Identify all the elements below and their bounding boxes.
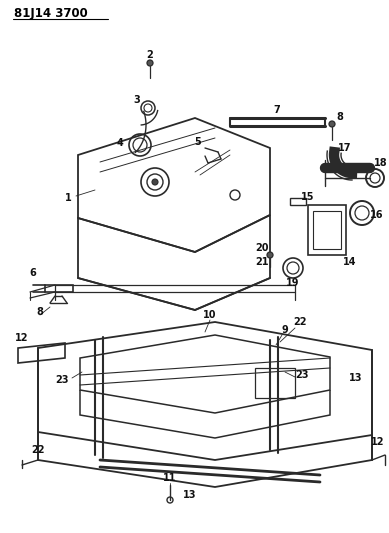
Text: 10: 10: [203, 310, 217, 320]
Circle shape: [329, 121, 335, 127]
Text: 20: 20: [255, 243, 269, 253]
Bar: [290, 198, 306, 205]
Circle shape: [267, 252, 273, 258]
Text: 1: 1: [65, 193, 71, 203]
Text: 5: 5: [194, 137, 202, 147]
Text: 12: 12: [15, 333, 29, 343]
Text: 81J14 3700: 81J14 3700: [14, 7, 88, 20]
Bar: [308, 205, 346, 255]
Text: 7: 7: [273, 105, 280, 115]
Text: 6: 6: [30, 268, 37, 278]
Text: 15: 15: [301, 192, 315, 202]
Text: 8: 8: [336, 112, 343, 122]
Bar: [255, 368, 295, 398]
Text: 13: 13: [349, 373, 363, 383]
Text: 22: 22: [31, 445, 45, 455]
Text: 21: 21: [255, 257, 269, 267]
Circle shape: [147, 60, 153, 66]
Text: 16: 16: [370, 210, 384, 220]
Text: 4: 4: [117, 138, 123, 148]
Text: 22: 22: [293, 317, 307, 327]
Bar: [313, 211, 341, 249]
Text: 11: 11: [163, 473, 177, 483]
Text: 3: 3: [134, 95, 140, 105]
Bar: [45, 285, 73, 292]
Text: 18: 18: [374, 158, 388, 168]
Text: 2: 2: [147, 50, 153, 60]
Text: 19: 19: [286, 278, 300, 288]
Text: 23: 23: [55, 375, 69, 385]
Text: 12: 12: [371, 437, 385, 447]
Circle shape: [152, 179, 158, 185]
Text: 8: 8: [37, 307, 44, 317]
Text: 23: 23: [295, 370, 309, 380]
Text: 14: 14: [343, 257, 357, 267]
Text: 17: 17: [338, 143, 352, 153]
Text: 9: 9: [282, 325, 288, 335]
Text: 13: 13: [183, 490, 197, 500]
